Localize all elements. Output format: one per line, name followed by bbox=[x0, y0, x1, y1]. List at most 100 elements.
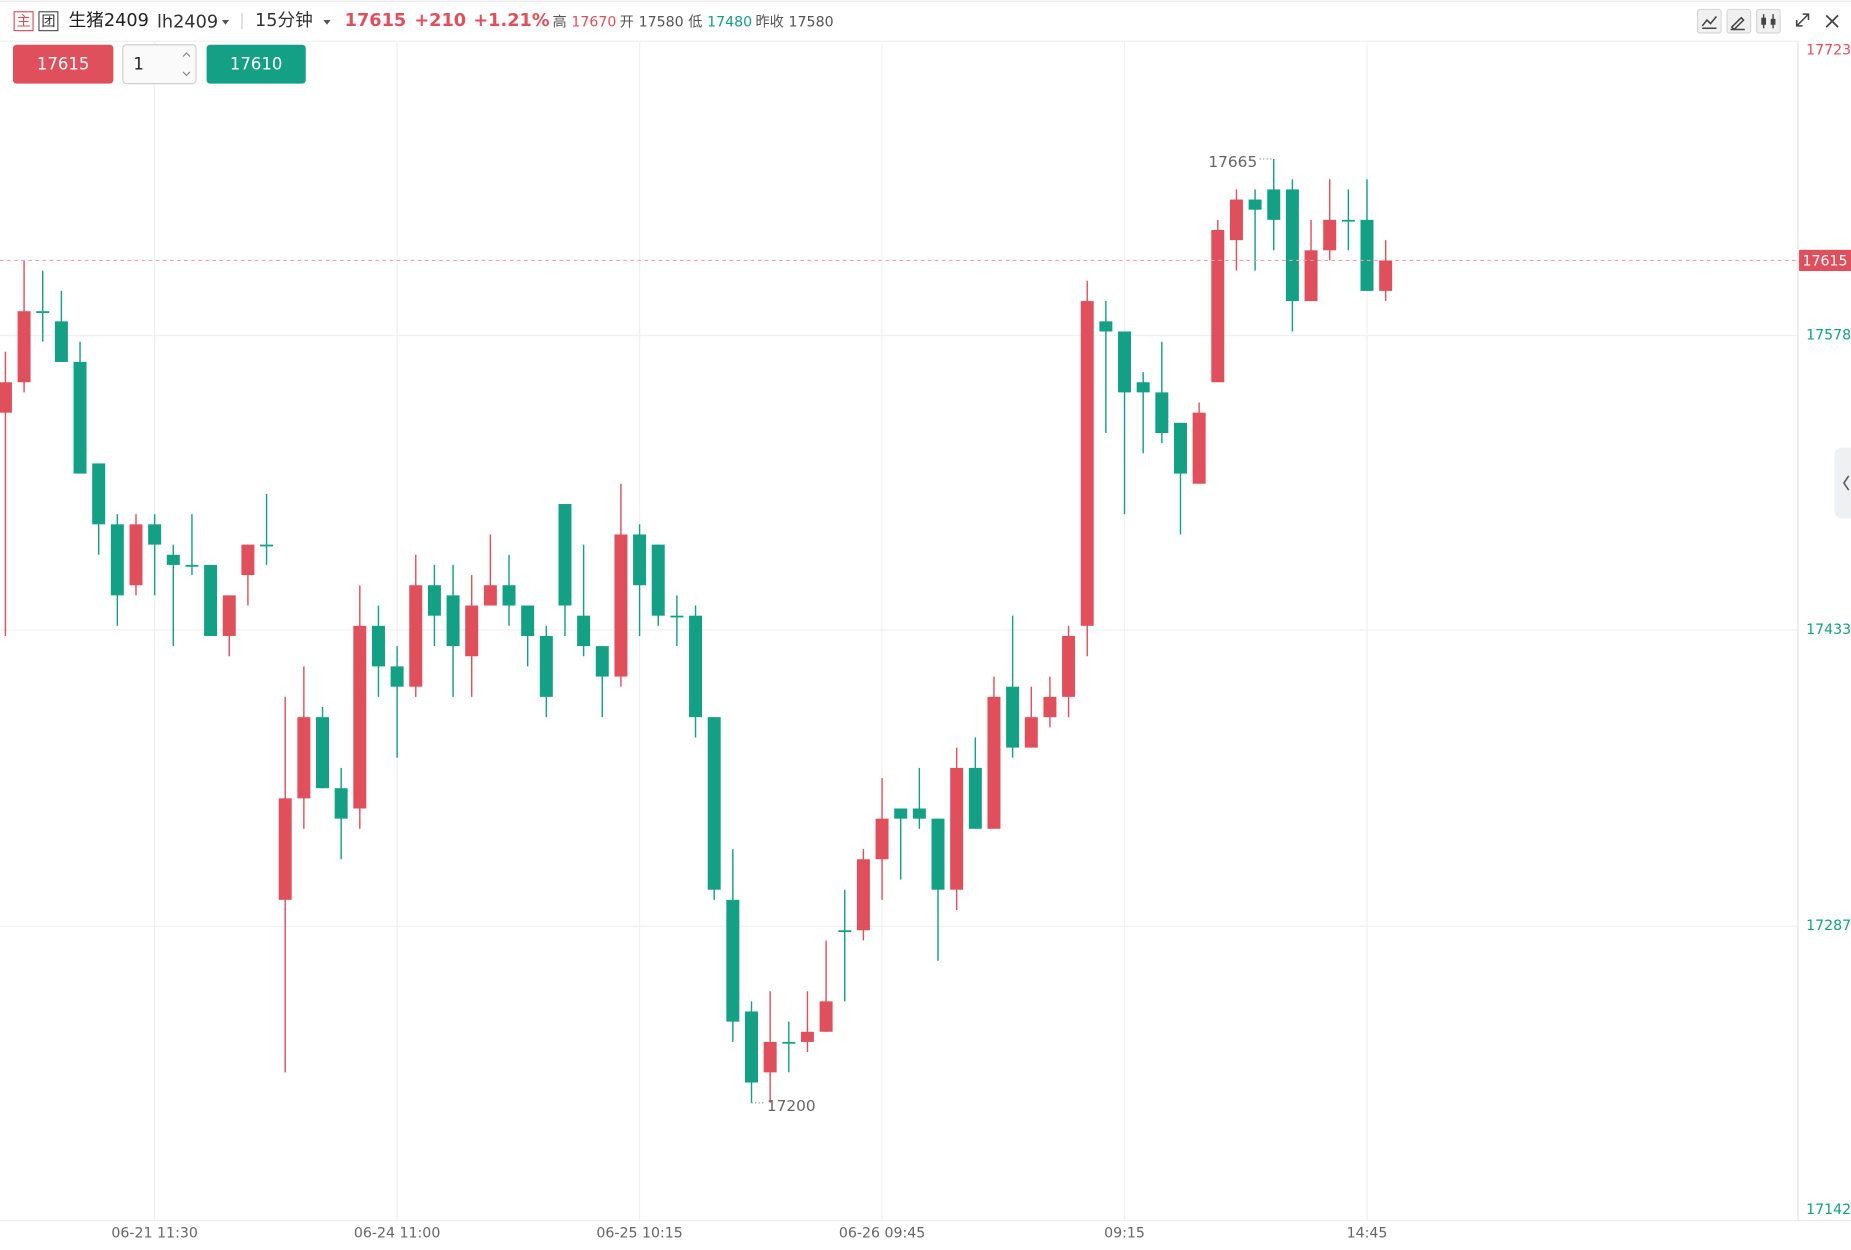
candle-body bbox=[222, 595, 236, 636]
icon bbox=[1701, 16, 1718, 30]
candle-body bbox=[1267, 189, 1281, 220]
candle-body bbox=[110, 524, 124, 596]
tool-button[interactable] bbox=[1696, 8, 1722, 34]
candle-body bbox=[297, 717, 311, 799]
badge-box bbox=[13, 11, 34, 32]
icon bbox=[1770, 18, 1776, 25]
candle-body bbox=[595, 646, 609, 677]
icon bbox=[1761, 17, 1767, 25]
candle-body bbox=[409, 585, 423, 687]
candle-body bbox=[1062, 635, 1076, 697]
icon bbox=[1795, 13, 1810, 27]
y-tick-label: 17578 bbox=[1806, 328, 1851, 344]
candle-body bbox=[73, 361, 87, 474]
candle-body bbox=[782, 1041, 796, 1044]
candle-body bbox=[1323, 219, 1337, 251]
candle-body bbox=[800, 1031, 814, 1042]
plot-area: 17142 17287 17433 17578 17723 06-21 11:30 06-2… bbox=[0, 40, 1851, 1242]
stat-value: 17480 bbox=[707, 14, 752, 30]
buy-button[interactable] bbox=[206, 44, 306, 84]
y-tick-label: 17723 bbox=[1806, 43, 1851, 59]
last-price-tag bbox=[1799, 249, 1851, 272]
icon bbox=[1730, 16, 1745, 31]
candle-body bbox=[17, 311, 31, 383]
candle-body bbox=[390, 666, 404, 687]
candle-body bbox=[1118, 331, 1132, 393]
header: 主 团 生猪2409 lh2409 15分钟 17615 +210 +1.21%… bbox=[13, 8, 1845, 34]
candle-body bbox=[1304, 250, 1318, 302]
candle-body bbox=[539, 635, 553, 697]
x-tick-label: 09:15 bbox=[1104, 1226, 1145, 1242]
candle-body bbox=[129, 524, 143, 586]
candle-body bbox=[1043, 696, 1057, 718]
stat-label: 高 bbox=[552, 13, 566, 30]
candle-body bbox=[670, 615, 684, 618]
candle-body bbox=[912, 808, 926, 819]
candle-body bbox=[1285, 189, 1299, 302]
candle-body bbox=[1229, 199, 1243, 241]
stat-label: 昨收 bbox=[756, 14, 784, 30]
candle-body bbox=[1024, 717, 1038, 748]
candle-body bbox=[316, 717, 330, 789]
candle-body bbox=[819, 1001, 833, 1032]
badge-box bbox=[38, 11, 59, 32]
candle-body bbox=[838, 930, 852, 933]
candle-body bbox=[483, 585, 497, 606]
dropdown-arrow[interactable] bbox=[323, 20, 331, 25]
candle-body bbox=[1211, 230, 1225, 383]
candle-body bbox=[558, 504, 572, 606]
change-pct: +1.21% bbox=[473, 11, 549, 31]
candle-body bbox=[614, 534, 628, 677]
candle-body bbox=[1136, 382, 1150, 393]
buy-price[interactable]: 17610 bbox=[230, 54, 283, 73]
candle-body bbox=[726, 899, 740, 1022]
candle-body bbox=[371, 625, 385, 667]
candle-body bbox=[1080, 301, 1094, 626]
sell-button[interactable] bbox=[12, 44, 114, 84]
candle-body bbox=[577, 615, 591, 647]
icon bbox=[1825, 14, 1839, 28]
tool-button[interactable] bbox=[1726, 8, 1752, 34]
candle-body bbox=[1379, 260, 1393, 291]
order-panel: 17615 1 17610 bbox=[12, 44, 306, 85]
qty-input[interactable] bbox=[122, 44, 197, 85]
candle-body bbox=[465, 605, 479, 657]
candle-body bbox=[633, 534, 647, 586]
x-tick-label: 14:45 bbox=[1347, 1226, 1388, 1242]
candle-body bbox=[1192, 412, 1206, 484]
candle-body bbox=[427, 585, 441, 616]
candle-body bbox=[36, 311, 50, 313]
side-tab-arrow bbox=[1842, 475, 1850, 491]
candle-body bbox=[987, 696, 1001, 829]
stat-value: 17580 bbox=[639, 14, 684, 30]
dropdown-arrow[interactable] bbox=[221, 20, 230, 25]
annotation: 17200 bbox=[767, 1097, 816, 1115]
x-tick-label: 06-26 09:45 bbox=[839, 1226, 925, 1242]
candle-body bbox=[521, 605, 535, 636]
candle-body bbox=[745, 1011, 758, 1083]
qty[interactable]: 1 bbox=[133, 54, 144, 73]
candle-body bbox=[166, 554, 180, 565]
change: +210 bbox=[414, 11, 466, 31]
last-price: 17615 bbox=[345, 11, 407, 31]
candle-body bbox=[446, 595, 460, 647]
tool-button[interactable] bbox=[1755, 8, 1781, 34]
candle-body bbox=[0, 382, 12, 413]
contract-code[interactable]: lh2409 bbox=[157, 12, 218, 32]
tool-button[interactable] bbox=[1790, 8, 1815, 34]
candle-body bbox=[856, 859, 870, 931]
candle-body bbox=[950, 767, 964, 890]
candle-body bbox=[334, 788, 348, 819]
stepper[interactable] bbox=[182, 52, 191, 77]
candle-body bbox=[241, 544, 255, 576]
candle-body bbox=[1155, 392, 1169, 433]
sell-price[interactable]: 17615 bbox=[37, 54, 90, 73]
candle-body bbox=[707, 717, 721, 890]
symbol[interactable]: 生猪2409 bbox=[68, 10, 148, 31]
x-tick-label: 06-21 11:30 bbox=[111, 1226, 197, 1242]
side-tab[interactable] bbox=[1834, 447, 1851, 519]
period[interactable]: 15分钟 bbox=[255, 10, 313, 31]
candle-body bbox=[651, 544, 665, 616]
